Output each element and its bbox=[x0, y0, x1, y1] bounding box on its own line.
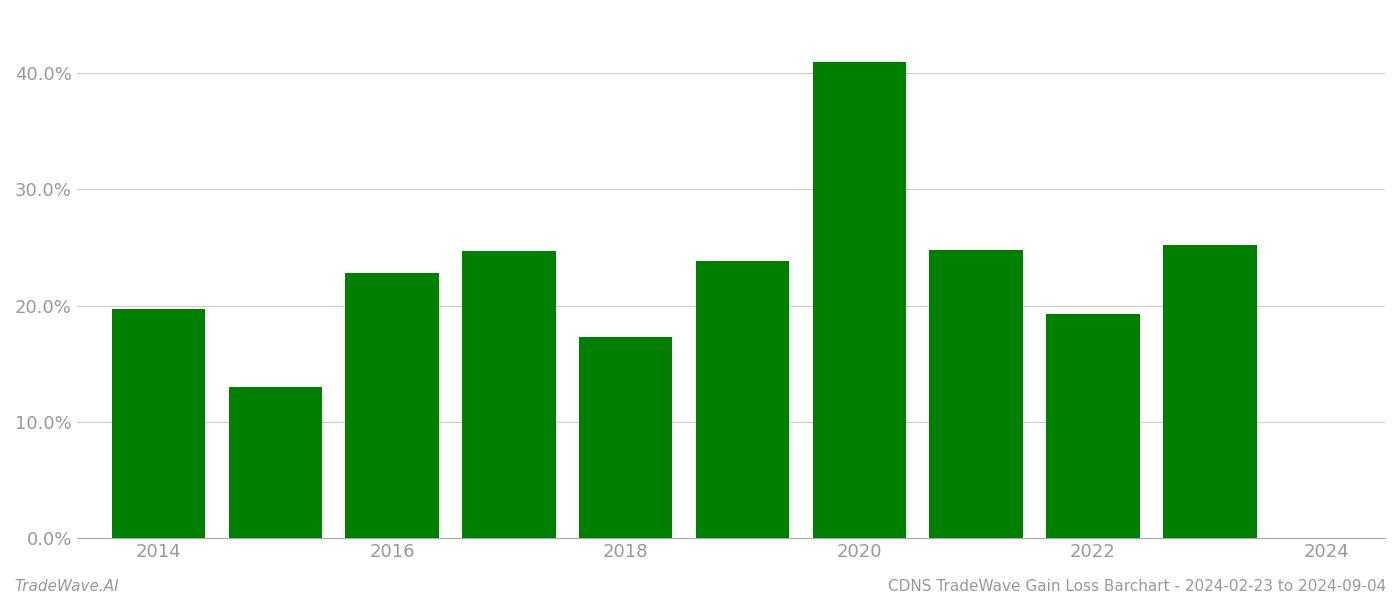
Bar bbox=[112, 309, 206, 538]
Bar bbox=[462, 251, 556, 538]
Bar bbox=[1046, 314, 1140, 538]
Bar bbox=[930, 250, 1023, 538]
Bar bbox=[580, 337, 672, 538]
Bar bbox=[812, 62, 906, 538]
Bar bbox=[1163, 245, 1257, 538]
Bar bbox=[346, 273, 438, 538]
Bar bbox=[228, 387, 322, 538]
Text: TradeWave.AI: TradeWave.AI bbox=[14, 579, 119, 594]
Bar bbox=[696, 262, 790, 538]
Text: CDNS TradeWave Gain Loss Barchart - 2024-02-23 to 2024-09-04: CDNS TradeWave Gain Loss Barchart - 2024… bbox=[888, 579, 1386, 594]
